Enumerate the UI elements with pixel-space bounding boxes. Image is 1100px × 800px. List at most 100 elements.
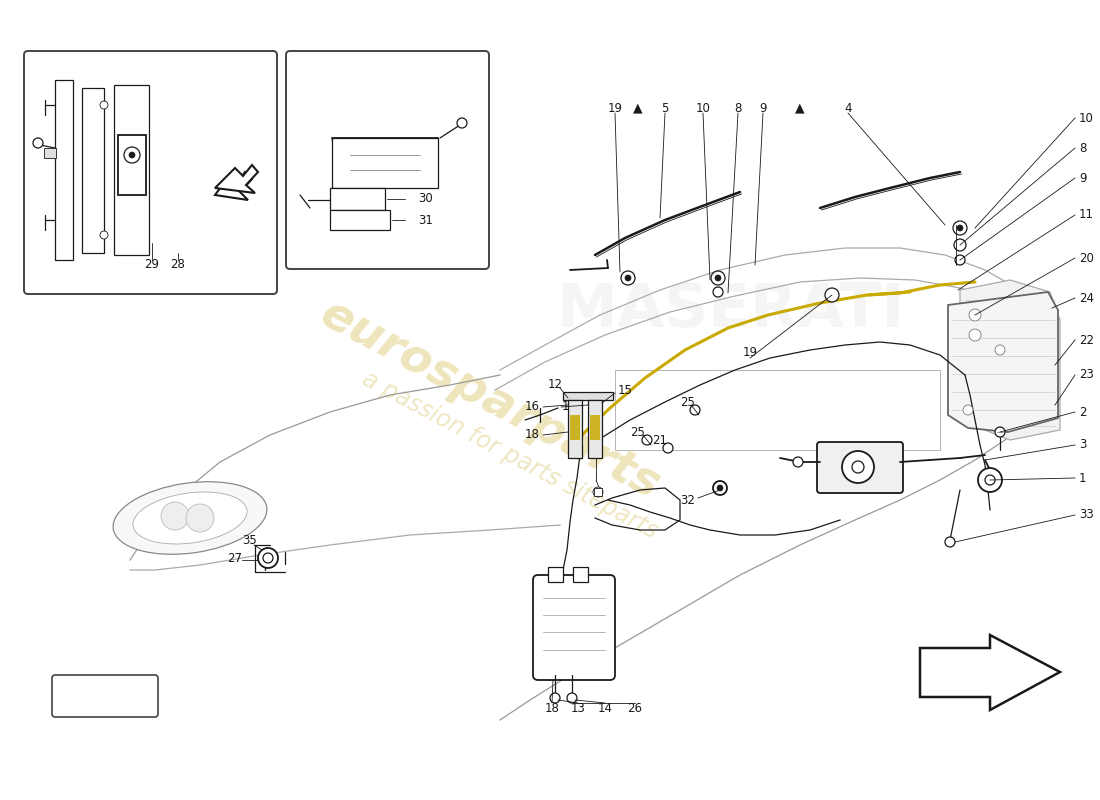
Text: a passion for parts siteparts: a passion for parts siteparts: [359, 366, 662, 543]
Circle shape: [456, 118, 468, 128]
Bar: [563, 392, 613, 400]
Text: 28: 28: [170, 258, 186, 271]
Text: 27: 27: [228, 551, 242, 565]
Polygon shape: [948, 292, 1058, 432]
Text: 19: 19: [607, 102, 623, 114]
Bar: [570, 415, 580, 440]
Circle shape: [663, 443, 673, 453]
Text: 10: 10: [1079, 111, 1093, 125]
Text: 18: 18: [544, 702, 560, 714]
Circle shape: [593, 487, 603, 497]
Bar: [548, 567, 563, 582]
Text: 30: 30: [418, 193, 432, 206]
Circle shape: [711, 271, 725, 285]
Circle shape: [690, 405, 700, 415]
Text: 25: 25: [630, 426, 646, 438]
Circle shape: [793, 457, 803, 467]
Text: 21: 21: [652, 434, 668, 446]
Text: 11: 11: [1079, 209, 1094, 222]
Bar: [590, 415, 600, 440]
Text: eurosparparts: eurosparparts: [312, 291, 668, 509]
Circle shape: [713, 481, 727, 495]
Circle shape: [955, 255, 965, 265]
Text: 32: 32: [680, 494, 695, 506]
Text: 22: 22: [1079, 334, 1094, 346]
Text: 15: 15: [618, 383, 632, 397]
Text: 5: 5: [661, 102, 669, 114]
Circle shape: [161, 502, 189, 530]
Polygon shape: [214, 172, 252, 200]
Circle shape: [996, 427, 1005, 437]
Circle shape: [550, 693, 560, 703]
Circle shape: [969, 329, 981, 341]
Circle shape: [100, 101, 108, 109]
Polygon shape: [214, 165, 258, 193]
Text: ▲: ▲: [634, 102, 642, 114]
Circle shape: [625, 275, 631, 281]
FancyBboxPatch shape: [24, 51, 277, 294]
Text: ▲ = 34: ▲ = 34: [81, 690, 129, 702]
Text: 19: 19: [742, 346, 758, 358]
Text: 13: 13: [571, 702, 585, 714]
Circle shape: [984, 475, 996, 485]
Circle shape: [978, 468, 1002, 492]
Text: 18: 18: [525, 429, 540, 442]
Circle shape: [621, 271, 635, 285]
Text: 3: 3: [1079, 438, 1087, 451]
Ellipse shape: [113, 482, 267, 554]
Bar: [55, 80, 73, 260]
Text: 10: 10: [695, 102, 711, 114]
Text: ▲: ▲: [795, 102, 805, 114]
Text: 23: 23: [1079, 369, 1093, 382]
Text: MASERATI: MASERATI: [556, 281, 904, 339]
Circle shape: [715, 275, 720, 281]
Circle shape: [957, 225, 962, 231]
Circle shape: [962, 405, 974, 415]
Text: 29: 29: [144, 258, 159, 271]
FancyBboxPatch shape: [817, 442, 903, 493]
FancyBboxPatch shape: [286, 51, 490, 269]
Bar: [114, 85, 148, 255]
Polygon shape: [615, 370, 940, 450]
Circle shape: [124, 147, 140, 163]
Bar: [330, 210, 390, 230]
FancyBboxPatch shape: [52, 675, 158, 717]
Text: 9: 9: [1079, 171, 1087, 185]
Text: 35: 35: [243, 534, 257, 546]
Bar: [118, 135, 146, 195]
Circle shape: [825, 288, 839, 302]
Text: 33: 33: [1079, 509, 1093, 522]
Text: 24: 24: [1079, 291, 1094, 305]
Circle shape: [852, 461, 864, 473]
Circle shape: [258, 548, 278, 568]
Text: 12: 12: [548, 378, 562, 391]
Circle shape: [263, 553, 273, 563]
Text: 16: 16: [525, 401, 540, 414]
Circle shape: [642, 435, 652, 445]
Ellipse shape: [133, 492, 248, 544]
Circle shape: [953, 221, 967, 235]
Text: 4: 4: [845, 102, 851, 114]
Circle shape: [713, 287, 723, 297]
Text: 2: 2: [1079, 406, 1087, 418]
Text: 1: 1: [1079, 471, 1087, 485]
Bar: [44, 148, 56, 158]
Polygon shape: [920, 635, 1060, 710]
Circle shape: [186, 504, 214, 532]
Text: 31: 31: [418, 214, 433, 226]
Circle shape: [100, 231, 108, 239]
Circle shape: [717, 485, 723, 491]
Text: 8: 8: [735, 102, 741, 114]
Circle shape: [33, 138, 43, 148]
Text: 14: 14: [597, 702, 613, 714]
Text: 8: 8: [1079, 142, 1087, 154]
Bar: [588, 400, 602, 458]
Circle shape: [566, 693, 578, 703]
Text: 9: 9: [759, 102, 767, 114]
Bar: [82, 88, 104, 253]
Text: 26: 26: [627, 702, 642, 714]
Circle shape: [996, 345, 1005, 355]
Circle shape: [969, 309, 981, 321]
Polygon shape: [960, 280, 1060, 440]
Bar: [568, 400, 582, 458]
